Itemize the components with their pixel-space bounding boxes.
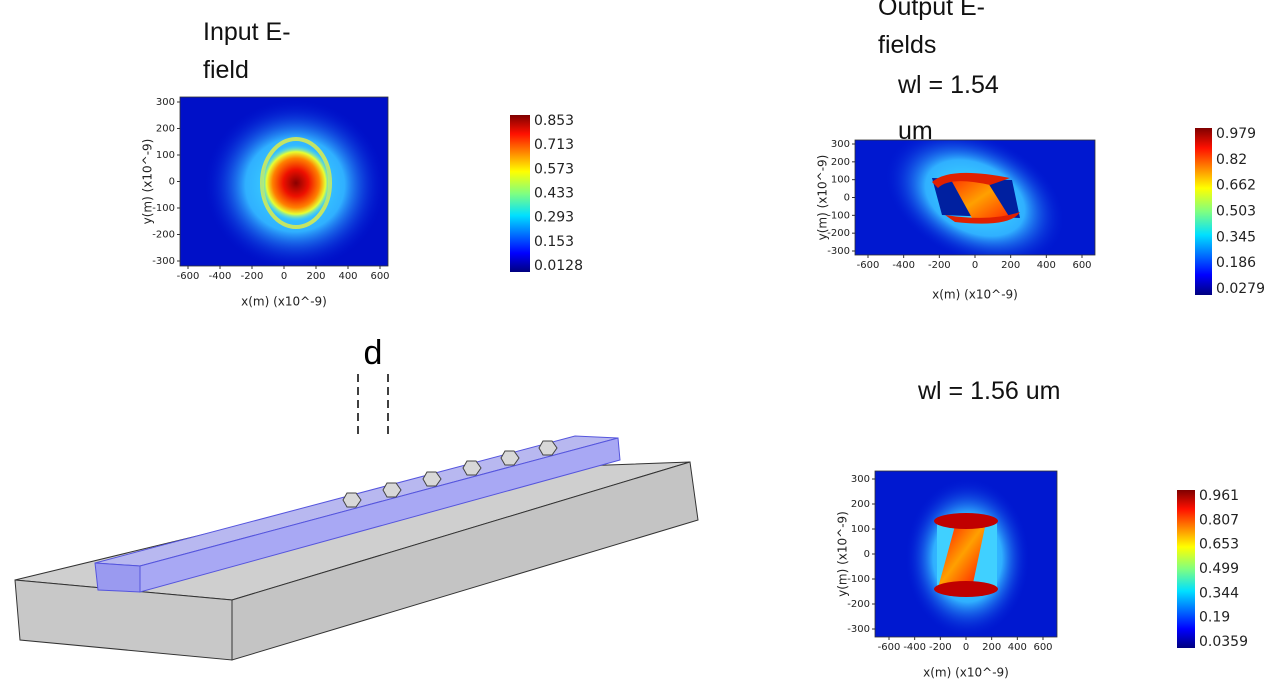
colorbar-label: 0.0128 [534, 258, 583, 274]
y-tick-label: 0 [864, 549, 870, 560]
x-tick-label: 0 [281, 271, 287, 282]
x-axis-label: x(m) (x10^-9) [923, 666, 1009, 679]
x-tick-label: 200 [1001, 260, 1020, 271]
colorbar [1177, 490, 1195, 648]
colorbar-label: 0.0359 [1199, 634, 1248, 650]
y-tick-label: 300 [156, 97, 175, 108]
colorbar-label: 0.433 [534, 186, 574, 202]
colorbar-label: 0.807 [1199, 512, 1239, 528]
output-title: Output E-fields [878, 0, 1028, 64]
x-tick-label: 400 [338, 271, 357, 282]
x-tick-label: 0 [972, 260, 978, 271]
colorbar [1195, 128, 1212, 295]
x-tick-label: 600 [1072, 260, 1091, 271]
colorbar-label: 0.345 [1216, 229, 1256, 245]
x-tick-label: 600 [1033, 642, 1052, 653]
x-axis-label: x(m) (x10^-9) [932, 288, 1018, 302]
colorbar-label: 0.979 [1216, 126, 1256, 142]
colorbar-label: 0.19 [1199, 610, 1230, 626]
x-tick-label: -200 [928, 260, 951, 271]
colorbar-label: 0.573 [534, 161, 574, 177]
y-tick-label: -100 [827, 210, 850, 221]
x-axis-label: x(m) (x10^-9) [241, 295, 327, 309]
colorbar-label: 0.653 [1199, 537, 1239, 553]
heatmap-lobe [934, 581, 998, 597]
y-tick-label: 0 [169, 177, 175, 188]
y-tick-label: -100 [847, 574, 870, 585]
y-tick-label: -200 [847, 599, 870, 610]
colorbar-label: 0.344 [1199, 585, 1239, 601]
heatmap-core [260, 145, 332, 221]
waveguide: d [15, 334, 698, 660]
y-tick-label: 300 [851, 474, 870, 485]
colorbar-label: 0.293 [534, 210, 574, 226]
x-tick-label: -200 [241, 271, 264, 282]
colorbar-label: 0.961 [1199, 488, 1239, 504]
y-axis-label: y(m) (x10^-9) [141, 139, 155, 225]
x-tick-label: -400 [892, 260, 915, 271]
input-title: Input E-field [203, 13, 328, 89]
colorbar-label: 0.499 [1199, 561, 1239, 577]
y-tick-label: 200 [831, 157, 850, 168]
x-tick-label: -400 [209, 271, 232, 282]
colorbar-label: 0.82 [1216, 152, 1247, 168]
x-tick-label: 200 [982, 642, 1001, 653]
page: {"input": {"title": "Input E-field", "pl… [0, 0, 1280, 679]
heatmap [875, 471, 1057, 638]
colorbar-label: 0.153 [534, 234, 574, 250]
y-tick-label: 100 [831, 175, 850, 186]
y-tick-label: 100 [851, 524, 870, 535]
heatmap-lobe [934, 513, 998, 529]
y-tick-label: 100 [156, 150, 175, 161]
y-tick-label: -300 [847, 624, 870, 635]
colorbar-label: 0.186 [1216, 255, 1256, 271]
wavelength-label: wl = 1.54 um [898, 62, 1038, 154]
x-tick-label: -600 [177, 271, 200, 282]
y-tick-label: 300 [831, 139, 850, 150]
x-tick-label: -200 [929, 642, 952, 653]
y-axis-label: y(m) (x10^-9) [816, 155, 830, 241]
x-tick-label: 400 [1008, 642, 1027, 653]
y-tick-label: -200 [152, 230, 175, 241]
y-tick-label: -300 [827, 246, 850, 257]
colorbar-label: 0.0279 [1216, 281, 1265, 297]
gap-label: d [364, 334, 383, 372]
colorbar-label: 0.662 [1216, 178, 1256, 194]
y-tick-label: -200 [827, 228, 850, 239]
x-tick-label: 200 [306, 271, 325, 282]
colorbar-label: 0.713 [534, 137, 574, 153]
x-tick-label: 0 [963, 642, 969, 653]
x-tick-label: 400 [1037, 260, 1056, 271]
y-tick-label: 0 [844, 193, 850, 204]
y-tick-label: 200 [851, 499, 870, 510]
x-tick-label: 600 [370, 271, 389, 282]
y-axis-label: y(m) (x10^-9) [836, 511, 850, 597]
y-tick-label: 200 [156, 124, 175, 135]
y-tick-label: -300 [152, 256, 175, 267]
figure: d -600-400-20002004006003002001000-100-2… [0, 0, 1280, 679]
wavelength-label: wl = 1.56 um [918, 372, 1138, 410]
heatmap [180, 97, 388, 270]
ridge-side [95, 563, 140, 592]
y-tick-label: -100 [152, 203, 175, 214]
colorbar-label: 0.853 [534, 113, 574, 129]
colorbar-label: 0.503 [1216, 204, 1256, 220]
x-tick-label: -600 [857, 260, 880, 271]
x-tick-label: -400 [903, 642, 926, 653]
colorbar [510, 115, 530, 272]
x-tick-label: -600 [878, 642, 901, 653]
